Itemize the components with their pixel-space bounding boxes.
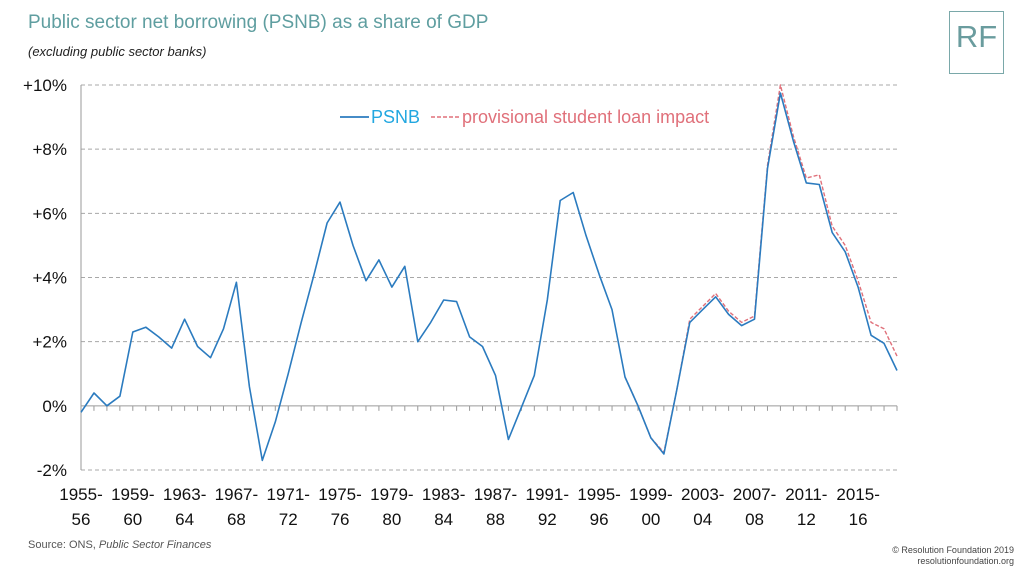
x-tick-label: 2015- (836, 485, 879, 504)
source-prefix: Source: ONS, (28, 539, 99, 551)
y-tick-label: +10% (23, 76, 67, 95)
copyright-note: © Resolution Foundation 2019 resolutionf… (892, 545, 1014, 567)
x-tick-label: 2011- (785, 485, 827, 504)
x-tick-label: 1959- (111, 485, 154, 504)
source-note: Source: ONS, Public Sector Finances (28, 539, 211, 551)
x-tick-label: 04 (693, 510, 712, 529)
x-tick-label: 2003- (681, 485, 724, 504)
x-tick-label: 76 (331, 510, 350, 529)
y-tick-label: +6% (33, 204, 68, 223)
x-tick-label: 1975- (318, 485, 361, 504)
psnb-series-line (80, 92, 898, 462)
x-tick-label: 1991- (526, 485, 569, 504)
x-tick-label: 92 (538, 510, 557, 529)
legend-psnb-label: PSNB (371, 107, 420, 127)
chart-subtitle: (excluding public sector banks) (28, 44, 207, 59)
legend: PSNB provisional student loan impact (340, 107, 709, 127)
x-tick-label: 80 (382, 510, 401, 529)
y-tick-label: 0% (42, 397, 67, 416)
x-tick-label: 96 (590, 510, 609, 529)
axes: -2% 0% +2% +4% +6% +8% +10% 1955- 56 1959- 60 1963-… (23, 76, 898, 529)
rf-logo: RF (949, 11, 1004, 74)
x-tick-label: 60 (123, 510, 142, 529)
y-tick-label: +8% (33, 140, 68, 159)
copyright-line: © Resolution Foundation 2019 (892, 545, 1014, 555)
source-title: Public Sector Finances (98, 539, 212, 551)
x-tick-label: 1979- (370, 485, 413, 504)
x-tick-label: 1967- (215, 485, 258, 504)
x-tick-label: 16 (849, 510, 868, 529)
x-tick-label: 1963- (163, 485, 206, 504)
x-tick-label: 68 (227, 510, 246, 529)
x-tick-label: 08 (745, 510, 764, 529)
x-tick-label: 64 (175, 510, 194, 529)
gridlines (81, 84, 897, 471)
x-tick-label: 56 (72, 510, 91, 529)
x-tick-label: 2007- (733, 485, 776, 504)
x-tick-label: 1999- (629, 485, 672, 504)
x-tick-label: 72 (279, 510, 298, 529)
x-tick-label: 00 (641, 510, 660, 529)
legend-student-loan-label: provisional student loan impact (462, 107, 709, 127)
student-loan-series-line (624, 84, 898, 454)
y-tick-label: +4% (33, 269, 68, 288)
x-tick-label: 1971- (266, 485, 309, 504)
x-tick-label: 12 (797, 510, 816, 529)
x-tick-label: 1987- (474, 485, 517, 504)
y-tick-label: -2% (37, 461, 67, 480)
x-tick-label: 84 (434, 510, 453, 529)
y-tick-label: +2% (33, 333, 68, 352)
series-lines (80, 84, 898, 462)
chart-title: Public sector net borrowing (PSNB) as a … (28, 12, 489, 33)
x-tick-label: 1955- (59, 485, 102, 504)
x-tick-label: 1995- (577, 485, 620, 504)
x-tick-label: 1983- (422, 485, 465, 504)
x-tick-label: 88 (486, 510, 505, 529)
website-line: resolutionfoundation.org (917, 556, 1014, 566)
